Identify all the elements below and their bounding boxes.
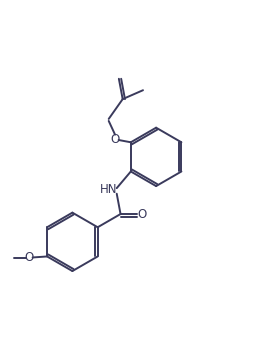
Text: HN: HN xyxy=(100,183,117,196)
Text: O: O xyxy=(137,207,147,221)
Text: O: O xyxy=(25,251,34,264)
Text: O: O xyxy=(110,133,120,146)
